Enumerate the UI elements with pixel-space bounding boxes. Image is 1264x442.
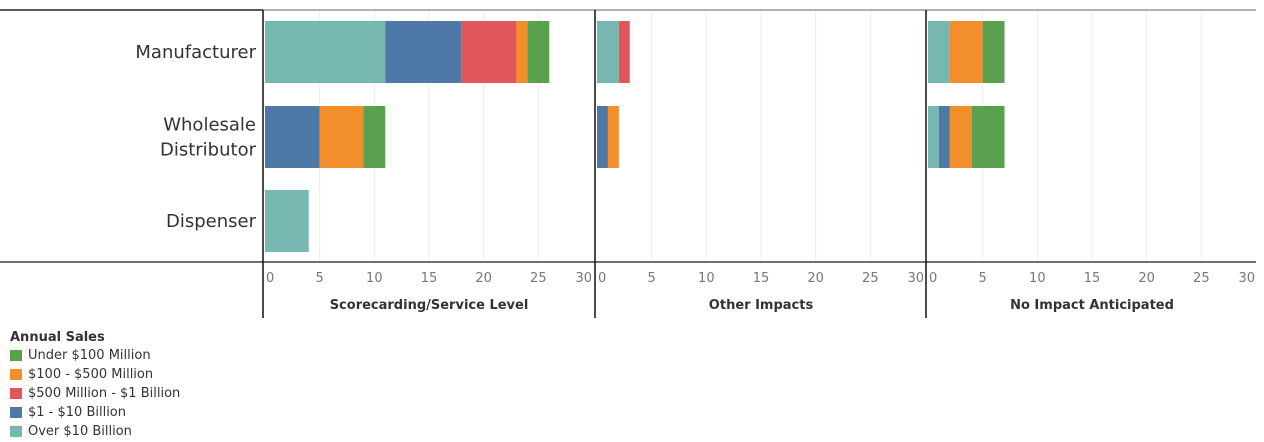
bar-segment: [265, 106, 320, 168]
bar-segment: [928, 21, 950, 83]
bar-segment: [385, 21, 462, 83]
x-tick-label: 10: [1029, 271, 1046, 286]
x-tick-label: 15: [1084, 271, 1101, 286]
x-tick-label: 15: [753, 271, 770, 286]
x-tick-label: 20: [475, 271, 492, 286]
x-tick-label: 30: [575, 271, 592, 286]
legend-label: $1 - $10 Billion: [28, 405, 127, 420]
bar-segment: [597, 106, 608, 168]
x-tick-label: 0: [598, 271, 606, 286]
x-tick-label: 10: [366, 271, 383, 286]
legend-items: Under $100 Million $100 - $500 Million $50…: [10, 346, 180, 441]
row-label: Distributor: [160, 140, 257, 161]
legend-swatch: [10, 407, 22, 418]
x-tick-label: 5: [648, 271, 656, 286]
x-tick-label: 25: [862, 271, 879, 286]
legend-swatch: [10, 426, 22, 437]
x-tick-label: 0: [929, 271, 937, 286]
bar-segment: [949, 21, 983, 83]
x-axis-title: No Impact Anticipated: [1010, 298, 1174, 313]
bar-segment: [949, 106, 972, 168]
x-axis-title: Other Impacts: [709, 298, 814, 313]
x-axis-title: Scorecarding/Service Level: [330, 298, 529, 313]
x-tick-label: 5: [979, 271, 987, 286]
legend-item: Under $100 Million: [10, 346, 180, 365]
legend-item: $100 - $500 Million: [10, 365, 180, 384]
legend: Annual Sales Under $100 Million $100 - $5…: [10, 330, 180, 441]
row-label: Dispenser: [166, 211, 257, 232]
legend-label: $500 Million - $1 Billion: [28, 386, 181, 401]
bar-segment: [607, 106, 619, 168]
x-tick-label: 15: [421, 271, 438, 286]
bar-segment: [597, 21, 619, 83]
legend-label: $100 - $500 Million: [28, 367, 154, 382]
bar-segment: [527, 21, 550, 83]
bar-segment: [928, 106, 939, 168]
bar-segment: [461, 21, 517, 83]
legend-item: Over $10 Billion: [10, 422, 180, 441]
bar-segment: [265, 190, 309, 252]
x-tick-label: 20: [1138, 271, 1155, 286]
x-tick-label: 5: [316, 271, 324, 286]
chart: Manufacturer Wholesale Distributor Dispense…: [0, 9, 1256, 318]
legend-label: Under $100 Million: [28, 348, 151, 363]
bar-segment: [971, 106, 1005, 168]
x-tick-label: 30: [907, 271, 924, 286]
x-tick-label: 30: [1238, 271, 1255, 286]
bar-segment: [319, 106, 364, 168]
bar-segment: [938, 106, 950, 168]
x-tick-label: 25: [1193, 271, 1210, 286]
legend-swatch: [10, 369, 22, 380]
x-tick-label: 10: [698, 271, 715, 286]
bar-segment: [363, 106, 386, 168]
legend-title: Annual Sales: [10, 330, 105, 345]
bar-segment: [265, 21, 386, 83]
bar-segment: [516, 21, 528, 83]
row-label: Wholesale: [163, 115, 256, 136]
legend-label: Over $10 Billion: [28, 424, 132, 439]
legend-swatch: [10, 388, 22, 399]
legend-item: $500 Million - $1 Billion: [10, 384, 180, 403]
x-tick-label: 25: [530, 271, 547, 286]
bar-segment: [618, 21, 630, 83]
legend-swatch: [10, 350, 22, 361]
row-label: Manufacturer: [135, 42, 256, 63]
bar-segment: [982, 21, 1005, 83]
x-tick-label: 20: [807, 271, 824, 286]
legend-item: $1 - $10 Billion: [10, 403, 180, 422]
x-tick-label: 0: [266, 271, 274, 286]
